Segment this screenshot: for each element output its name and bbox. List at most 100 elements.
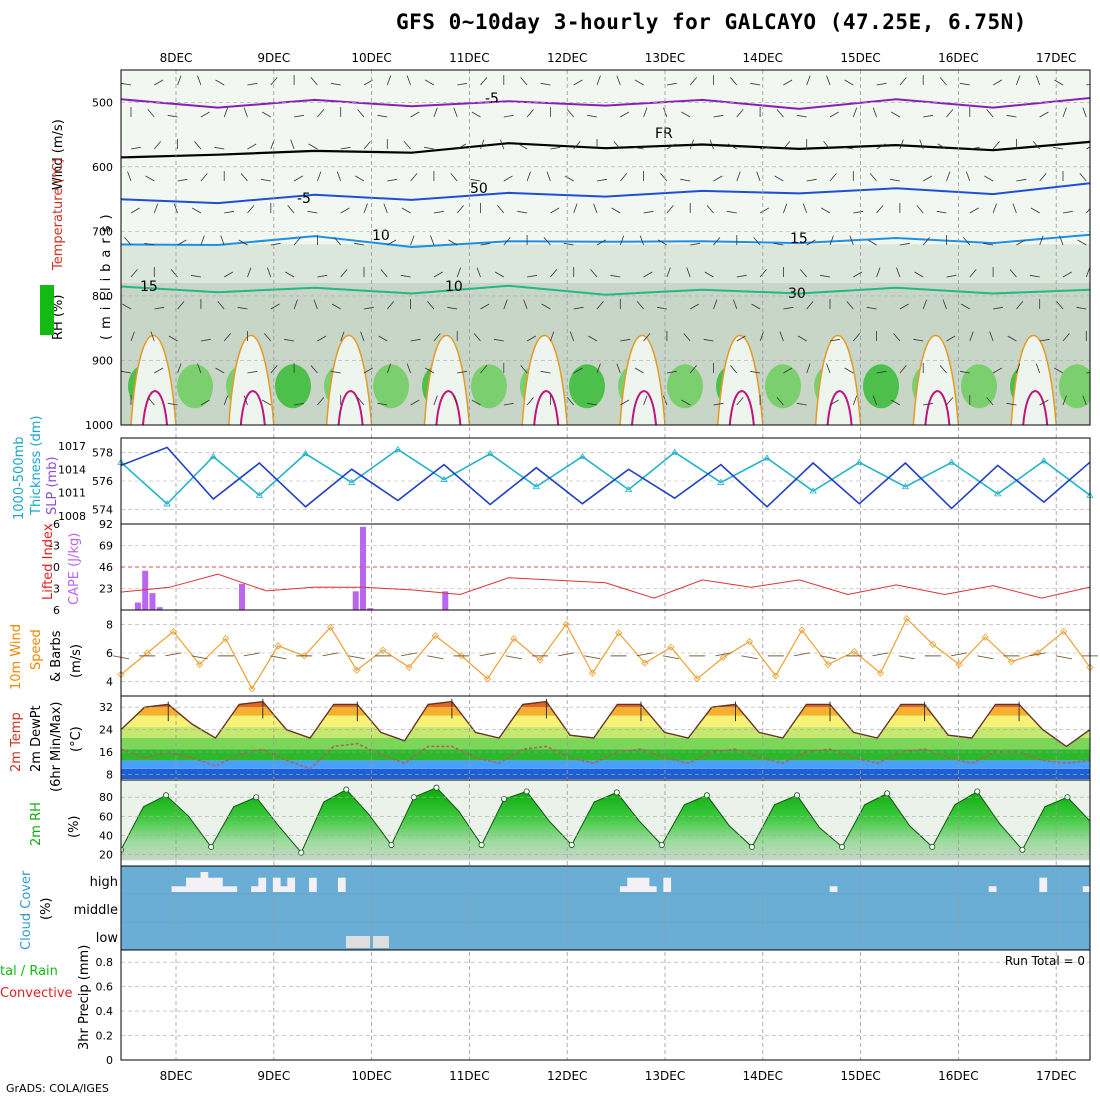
ytick-wind: 4 [106,676,113,689]
label-2m-rh: 2m RH [29,802,44,846]
ytick-p1: 600 [92,161,113,174]
wind-barb [363,306,374,310]
rh-marker [208,843,215,850]
cloud-high-cell [619,886,628,892]
wind-barb [946,109,954,118]
ytick-rh: 80 [99,791,113,804]
thickness-line-marker [532,482,540,490]
wind-barb [1009,269,1017,278]
wind-barb [666,370,677,374]
wind-barb [826,75,831,86]
label-rh: RH (%) [51,295,66,340]
wind-barb [261,111,271,118]
wind-barb-10m [872,652,889,657]
wind-barb [238,239,248,246]
wind-barb [287,205,295,214]
wind-barb [1039,235,1044,246]
wind-barb [806,301,814,310]
wind-barb [330,370,341,374]
panel1-labels: Wind (m/s) Temperature (°C) RH (%) (mill… [40,119,114,340]
wind-barb-10m [322,652,339,657]
wind-barb [247,82,258,86]
wind-barb [503,402,514,406]
wind-barb [1059,235,1064,246]
wind-barb [573,79,583,86]
temp-arch [814,334,862,425]
wind-speed-marker [824,660,832,669]
wind-barb [820,274,831,278]
wind-barb [899,303,909,310]
wind-barb [634,79,644,86]
date-label-bottom: 17DEC [1036,1069,1076,1083]
wind-speed-marker [693,675,701,683]
wind-barb [433,395,438,406]
wind-barb [433,333,441,342]
temp-arch-hot [826,390,853,425]
wind-barb [200,338,211,342]
wind-barb [963,237,971,246]
slp-line [120,446,1091,510]
wind-barb-10m [558,652,575,657]
wind-barb [876,370,887,374]
ytick-precip: 0.2 [96,1030,114,1043]
wind-barb-10m [898,655,915,660]
ytick-slp: 1017 [58,440,86,453]
rh-marker [658,841,665,848]
thickness-line-marker [394,445,402,452]
ytick-temp: 32 [99,701,113,714]
wind-barb [939,77,947,86]
wind-barb [1039,338,1050,342]
temp-band [121,768,1090,779]
wind-barb [526,335,536,342]
temp-band [121,760,1090,769]
cloud-high-cell [988,886,997,892]
rh-marker [298,849,305,856]
wind-barb-10m [427,655,444,660]
wind-barb [1062,395,1067,406]
wind-barb [425,79,435,86]
label-thickness-2: Thickness (dm) [29,416,44,516]
wind-barb [517,210,528,214]
wind-barb-10m [400,652,418,657]
wind-barb [403,141,411,150]
wind-barb [946,335,956,342]
rh-panel-graphics [121,780,1090,861]
wind-barb [433,210,444,214]
contour-label: -5 [297,191,311,207]
wind-barb [223,395,229,406]
wind-barb [247,370,258,374]
wind-barb [736,274,747,278]
wind-barb [658,239,668,246]
wind-speed-marker [798,626,806,634]
wind-barb [340,207,350,214]
thickness-line-marker [348,478,356,485]
cloud-high-cell [627,877,635,892]
rh-marker [974,788,981,795]
wind-barb [922,299,928,310]
label-rh-unit: (%) [67,816,82,839]
wind-barb [899,139,904,150]
wind-barb [247,143,257,150]
rh-shade-mid [121,244,1090,283]
wind-barb [596,239,606,246]
wind-speed-marker [536,656,544,664]
wind-barb [683,333,691,342]
ytick-rh: 40 [99,829,113,842]
thickness-line-marker [994,490,1002,497]
wind-barb [154,367,164,374]
ytick-slp: 1008 [58,510,86,523]
temp-band [121,707,1090,716]
wind-barb [377,114,388,118]
wind-barb [776,109,784,118]
wind-barb [611,207,621,214]
rh-blob [863,364,899,409]
wind-barb [310,365,318,374]
wind-barb [197,363,202,374]
wind-barb [546,171,551,182]
wind-barb-10m [270,655,287,660]
date-label-bottom: 12DEC [547,1069,587,1083]
wind-barb [942,299,947,310]
wind-barb [760,146,771,150]
panel5-labels: 2m Temp 2m DewPt (6hr Min/Max) (°C) [9,702,84,792]
wind-barb [829,235,834,246]
